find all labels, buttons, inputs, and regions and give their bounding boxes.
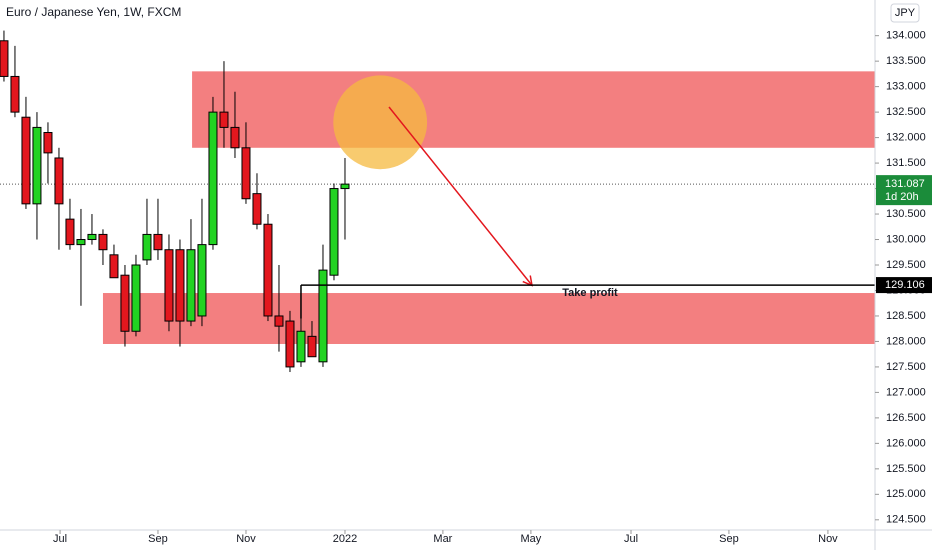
candle-body [87, 233, 97, 241]
candle-body [43, 132, 53, 154]
arrow-line [388, 106, 533, 286]
y-tick-label: 126.500 [886, 412, 926, 424]
candle-body [219, 111, 229, 128]
candle-body [98, 233, 108, 251]
y-tick-label: 128.500 [886, 310, 926, 322]
y-tick-label: 127.000 [886, 386, 926, 398]
x-tick-label: Sep [148, 533, 168, 545]
candle-body [32, 126, 42, 205]
x-tick-label: 2022 [333, 533, 357, 545]
last-price-label: 131.087 [885, 178, 925, 190]
candle-body [263, 223, 273, 317]
candle-body [65, 218, 75, 246]
y-tick-label: 127.500 [886, 361, 926, 373]
candle-body [296, 330, 306, 363]
zone [102, 293, 876, 344]
chart-title: Euro / Japanese Yen, 1W, FXCM [6, 5, 181, 19]
x-tick-label: May [521, 533, 542, 545]
candle-body [153, 233, 163, 251]
candle-body [241, 147, 251, 200]
x-tick-label: Jul [624, 533, 638, 545]
candle-body [131, 264, 141, 332]
y-tick-label: 131.500 [886, 157, 926, 169]
x-tick-label: Nov [236, 533, 256, 545]
candle-body [197, 244, 207, 317]
candle-body [0, 40, 9, 77]
candle-body [186, 249, 196, 322]
currency-label: JPY [895, 7, 916, 19]
last-price-tag [876, 175, 932, 206]
candle-body [285, 320, 295, 368]
candle-body [340, 183, 350, 190]
y-tick-label: 126.000 [886, 437, 926, 449]
candle-body [252, 193, 262, 225]
candle-body [164, 249, 174, 322]
take-profit-label: Take profit [562, 287, 618, 299]
y-tick-label: 133.500 [886, 55, 926, 67]
y-tick-label: 129.500 [886, 259, 926, 271]
x-tick-label: Nov [818, 533, 838, 545]
candle-body [274, 315, 284, 327]
candle-body [307, 335, 317, 358]
y-tick-label: 132.000 [886, 132, 926, 144]
candle-body [10, 75, 20, 113]
y-tick-label: 133.000 [886, 81, 926, 93]
currency-box [890, 3, 920, 23]
x-tick-label: Sep [719, 533, 739, 545]
highlight-circle [333, 75, 428, 170]
candle-body [208, 111, 218, 246]
candle-body [318, 269, 328, 363]
take-profit-tag [876, 277, 932, 294]
candle-body [109, 254, 119, 279]
candle-body [329, 188, 339, 276]
y-tick-label: 125.500 [886, 463, 926, 475]
candle-body [54, 157, 64, 205]
take-profit-price-label: 129.106 [885, 279, 925, 291]
y-tick-label: 125.000 [886, 488, 926, 500]
y-tick-label: 134.000 [886, 30, 926, 42]
candle-body [142, 233, 152, 261]
x-tick-label: Jul [53, 533, 67, 545]
countdown-label: 1d 20h [885, 191, 919, 203]
candle-body [230, 126, 240, 149]
y-tick-label: 132.500 [886, 106, 926, 118]
y-tick-label: 130.000 [886, 233, 926, 245]
candle-body [76, 239, 86, 246]
candle-body [175, 249, 185, 322]
y-tick-label: 124.500 [886, 514, 926, 526]
candle-body [21, 116, 31, 205]
x-tick-label: Mar [433, 533, 452, 545]
candle-body [120, 274, 130, 332]
zone [192, 71, 875, 148]
y-tick-label: 130.500 [886, 208, 926, 220]
y-tick-label: 128.000 [886, 335, 926, 347]
